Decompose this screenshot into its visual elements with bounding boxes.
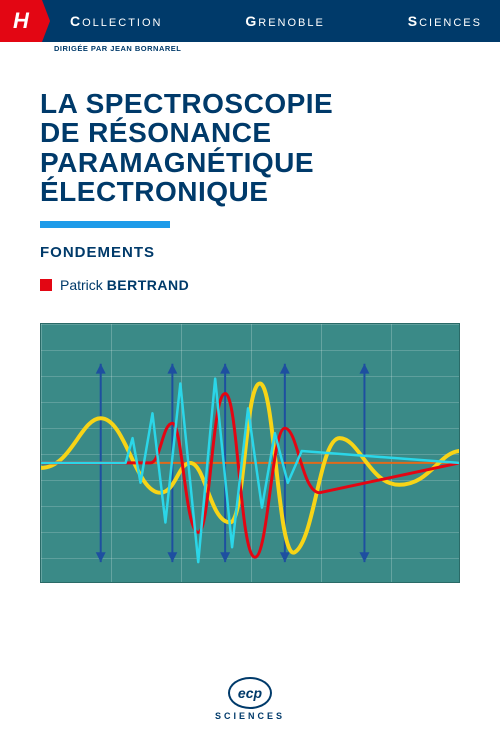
spectrum-svg — [41, 324, 459, 582]
author-row: Patrick BERTRAND — [40, 277, 500, 293]
collection-word-2: GRENOBLE — [245, 13, 324, 29]
header-band: H COLLECTION GRENOBLE SCIENCES — [0, 0, 500, 42]
logo-glyph: H — [13, 8, 29, 34]
series-logo: H — [0, 0, 42, 42]
publisher-name: SCIENCES — [215, 711, 285, 721]
series-editor: DIRIGÉE PAR JEAN BORNAREL — [0, 44, 500, 53]
collection-word-1: COLLECTION — [70, 13, 162, 29]
publisher-mark: ecp — [238, 685, 262, 701]
author-name: Patrick BERTRAND — [60, 277, 189, 293]
cover-illustration — [40, 323, 460, 583]
author-first: Patrick — [60, 277, 103, 293]
title-line-3: PARAMAGNÉTIQUE — [40, 148, 500, 177]
book-subtitle: FONDEMENTS — [40, 244, 500, 261]
curve-yellow — [41, 383, 459, 552]
publisher-block: ecp SCIENCES — [215, 677, 285, 721]
title-underline — [40, 221, 170, 228]
author-last: BERTRAND — [107, 277, 190, 293]
title-line-1: LA SPECTROSCOPIE — [40, 89, 500, 118]
title-line-2: DE RÉSONANCE — [40, 118, 500, 147]
publisher-logo-icon: ecp — [228, 677, 272, 709]
collection-word-3: SCIENCES — [408, 13, 482, 29]
collection-title: COLLECTION GRENOBLE SCIENCES — [42, 13, 500, 29]
author-bullet-icon — [40, 279, 52, 291]
book-title: LA SPECTROSCOPIE DE RÉSONANCE PARAMAGNÉT… — [40, 89, 500, 293]
title-line-4: ÉLECTRONIQUE — [40, 177, 500, 206]
